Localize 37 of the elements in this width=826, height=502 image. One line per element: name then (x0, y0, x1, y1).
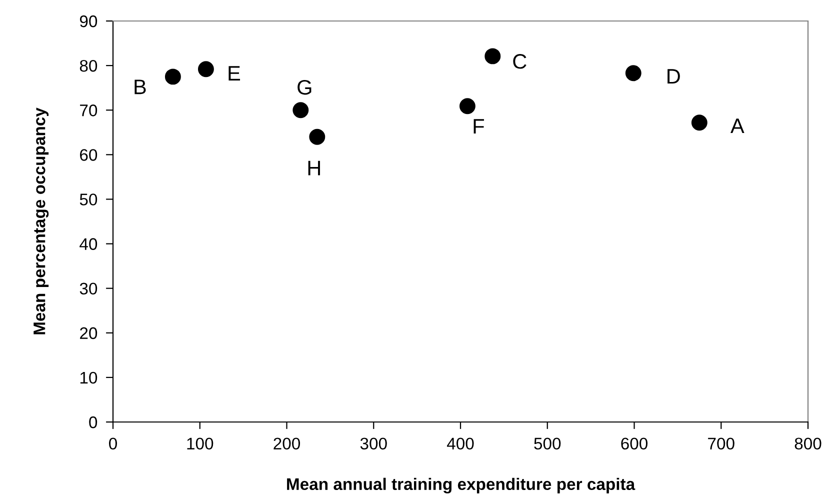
x-tick-label: 800 (794, 438, 822, 450)
x-tick-label: 600 (621, 438, 648, 450)
x-axis-title: Mean annual training expenditure per capita (287, 478, 636, 494)
point (309, 128, 326, 145)
point (459, 98, 476, 114)
y-tick-label: 0 (89, 416, 98, 428)
x-tick-label: 400 (446, 438, 474, 450)
annotation: D (668, 69, 680, 84)
y-tick-label: 40 (80, 238, 98, 250)
x-tick-label: 300 (360, 438, 387, 450)
x-tick-label: 100 (187, 438, 214, 450)
annotation: H (308, 160, 320, 176)
annotation: E (228, 66, 240, 81)
annotation: A (730, 118, 744, 133)
y-tick-label: 80 (80, 60, 98, 72)
annotation: B (134, 80, 146, 94)
point (292, 102, 309, 118)
point (484, 48, 501, 64)
x-tick-label: 200 (274, 438, 300, 450)
point (198, 61, 214, 78)
x-tick-label: 0 (109, 438, 117, 450)
point (164, 68, 181, 85)
y-tick-label: 60 (80, 149, 98, 161)
x-tick-label: 700 (708, 438, 734, 450)
y-tick-label: 70 (80, 104, 98, 116)
x-tick-label: 500 (534, 438, 561, 450)
point (691, 114, 708, 131)
y-axis-title: Mean percentage occupancy (34, 108, 49, 334)
point (625, 65, 642, 82)
annotation: F (474, 119, 484, 134)
annotation: G (298, 80, 312, 95)
y-tick-label: 90 (80, 15, 98, 28)
y-tick-label: 50 (80, 194, 98, 206)
annotation: C (513, 54, 526, 69)
y-tick-label: 20 (80, 327, 98, 340)
y-tick-label: 30 (80, 282, 98, 295)
y-tick-label: 10 (80, 372, 98, 384)
